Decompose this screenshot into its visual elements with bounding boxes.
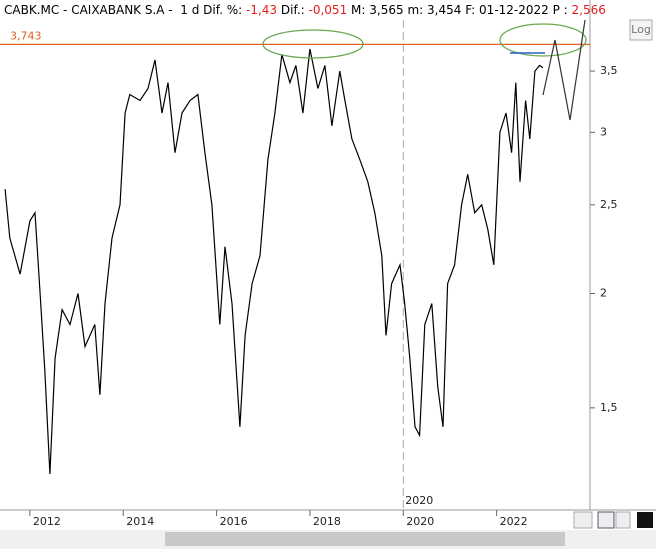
close-button[interactable]	[637, 512, 653, 528]
field-value: -0,051	[308, 3, 348, 17]
y-tick-label: 3	[600, 125, 607, 138]
x-tick-label: 2012	[33, 515, 61, 528]
save-button[interactable]	[597, 511, 615, 529]
annotation-ellipse	[262, 29, 364, 59]
y-tick-label: 1,5	[600, 401, 618, 414]
symbol: CABK.MC - CAIXABANK S.A - 1 d	[4, 3, 200, 17]
plot: 1,5 2 2,5 3 3,5 2012 2014 2016 2018 2020 2022 2020 3…	[0, 20, 618, 528]
field-label: Dif. %:	[203, 3, 243, 17]
x-tick-label: 2020	[406, 515, 434, 528]
level-label: 3,743	[10, 29, 42, 42]
field-value: 3,454	[427, 3, 462, 17]
field-value: 01-12-2022	[479, 3, 549, 17]
y-tick-label: 3,5	[600, 64, 618, 77]
x-tick-label: 2018	[313, 515, 341, 528]
date-marker-label: 2020	[405, 494, 433, 507]
x-tick-label: 2014	[126, 515, 154, 528]
log-button[interactable]	[629, 19, 653, 41]
field-value: 2,566	[571, 3, 606, 17]
log-button-label[interactable]: Log	[631, 23, 651, 36]
field-label: M:	[351, 3, 366, 17]
wave-button[interactable]	[573, 511, 593, 529]
scrollbar-thumb[interactable]	[165, 532, 565, 546]
price-line	[4, 48, 544, 475]
x-tick-label: 2016	[220, 515, 248, 528]
field-label: P :	[552, 3, 568, 17]
annotation-ellipse	[499, 23, 587, 57]
y-tick-label: 2,5	[600, 198, 618, 211]
field-label: F:	[465, 3, 476, 17]
field-value: 3,565	[369, 3, 404, 17]
header: CABK.MC - CAIXABANK S.A - 1 d Dif. %: -1…	[4, 3, 610, 17]
field-label: m:	[407, 3, 424, 17]
field-value: -1,43	[246, 3, 278, 17]
field-label: Dif.:	[280, 3, 305, 17]
y-tick-label: 2	[600, 286, 607, 299]
nav-button[interactable]	[615, 511, 631, 529]
x-tick-label: 2022	[500, 515, 528, 528]
annotation-arrow	[542, 19, 586, 121]
